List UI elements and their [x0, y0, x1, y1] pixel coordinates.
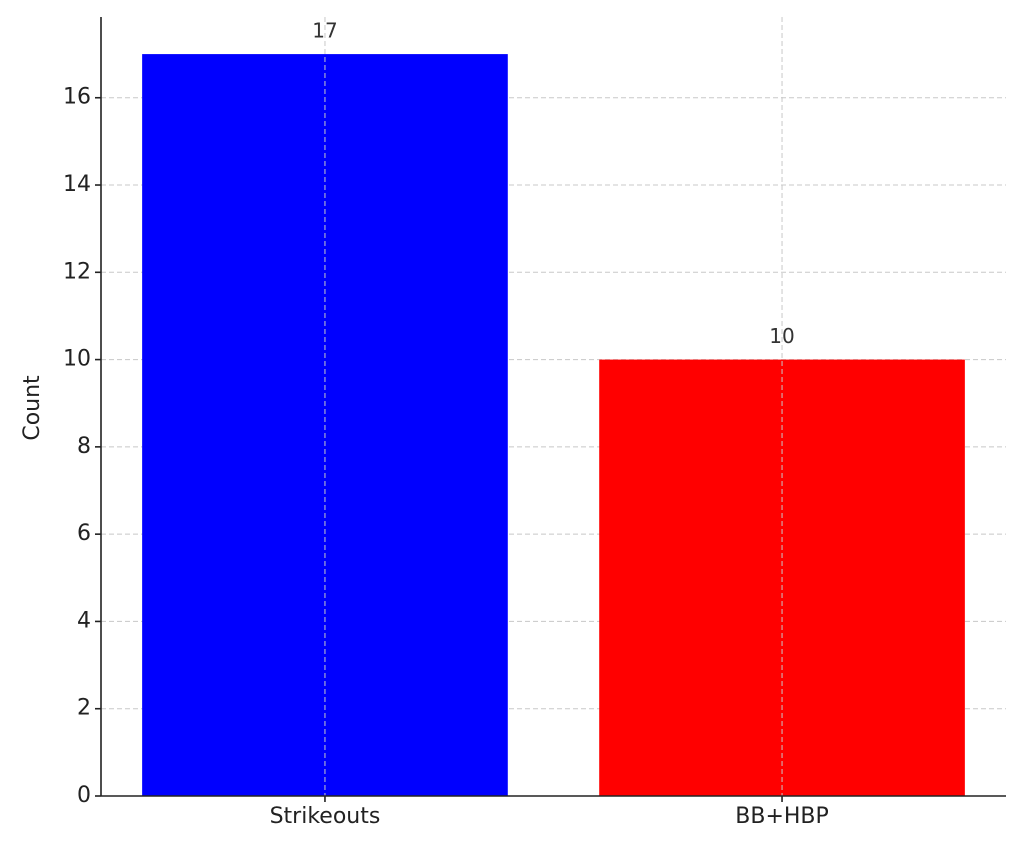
value-label: 10 [769, 324, 794, 348]
y-tick-label: 2 [77, 696, 91, 721]
y-tick-label: 16 [63, 85, 91, 110]
y-axis-label: Count [20, 375, 45, 441]
y-tick-label: 10 [63, 347, 91, 372]
y-tick-label: 0 [77, 783, 91, 808]
y-tick-label: 8 [77, 434, 91, 459]
y-tick-label: 6 [77, 521, 91, 546]
x-tick-label: BB+HBP [735, 804, 829, 829]
x-tick-label: Strikeouts [270, 804, 381, 829]
y-tick-label: 4 [77, 608, 91, 633]
y-tick-label: 14 [63, 172, 91, 197]
value-label: 17 [312, 19, 337, 43]
y-tick-label: 12 [63, 259, 91, 284]
